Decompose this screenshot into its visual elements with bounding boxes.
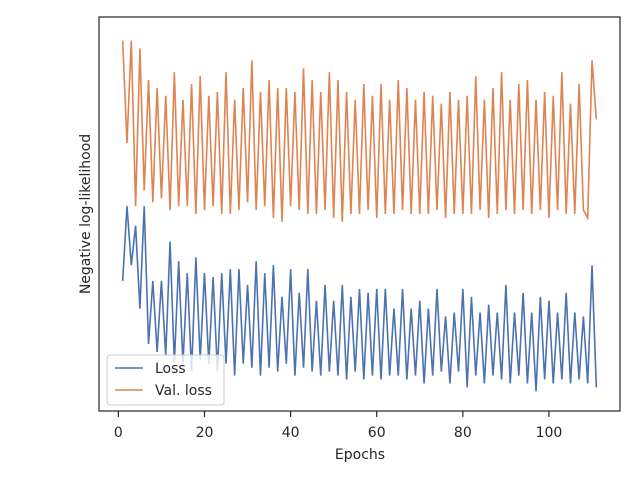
x-tick-label: 20 bbox=[196, 425, 214, 441]
x-tick-label: 100 bbox=[536, 425, 563, 441]
legend-label: Val. loss bbox=[155, 383, 212, 399]
x-tick-label: 0 bbox=[114, 425, 123, 441]
x-tick-label: 80 bbox=[454, 425, 472, 441]
x-tick-label: 60 bbox=[368, 425, 386, 441]
line-series bbox=[121, 206, 598, 392]
line-series bbox=[121, 40, 598, 222]
x-axis-label: Epochs bbox=[335, 447, 385, 463]
plot-frame bbox=[98, 16, 621, 412]
y-axis-label: Negative log-likelihood bbox=[78, 134, 94, 294]
x-tick-label: 40 bbox=[282, 425, 300, 441]
legend-label: Loss bbox=[155, 361, 186, 377]
